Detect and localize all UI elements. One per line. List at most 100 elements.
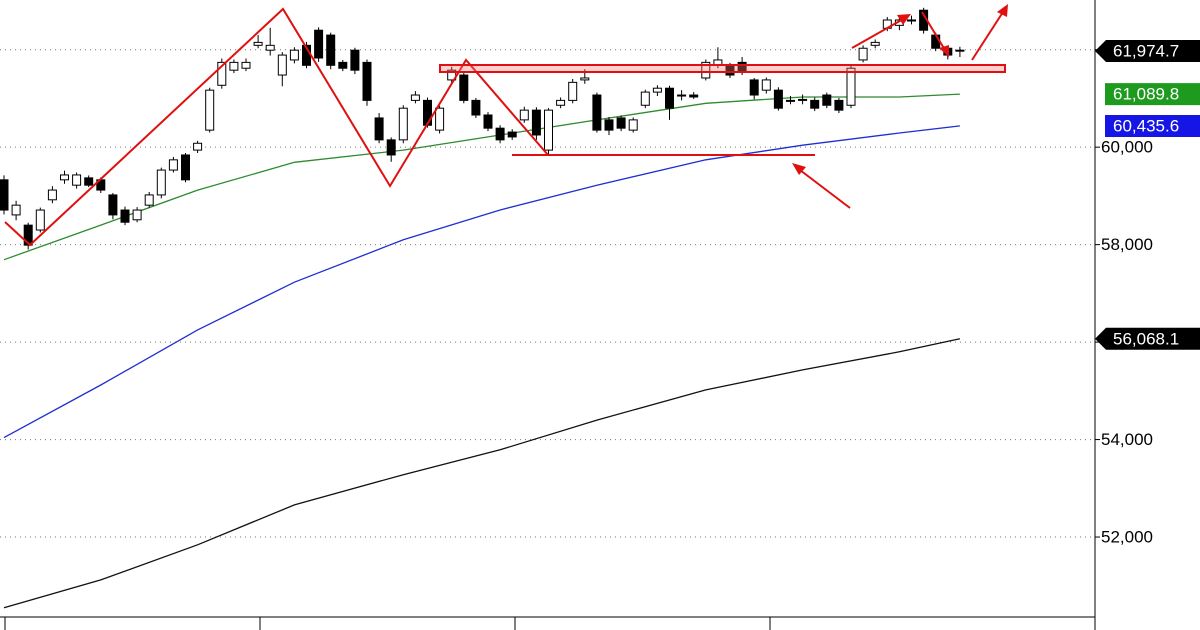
candle-body xyxy=(677,94,687,97)
candle-body xyxy=(314,29,324,59)
candle-body xyxy=(786,99,795,102)
candle-body xyxy=(326,34,336,66)
moving-average xyxy=(3,338,961,609)
annotations xyxy=(4,4,1008,247)
line-layer xyxy=(3,93,961,609)
candle-body xyxy=(870,41,880,46)
candle-body xyxy=(628,119,638,131)
candle-layer xyxy=(0,7,965,250)
candle-body xyxy=(241,61,251,69)
arrow-head xyxy=(939,45,949,57)
candle-body xyxy=(156,169,166,196)
candle-body xyxy=(108,194,118,216)
candle-body xyxy=(689,94,699,98)
candle-body xyxy=(205,89,215,131)
candle-body xyxy=(181,154,190,181)
arrow-head xyxy=(997,4,1008,17)
candle-body xyxy=(810,99,820,109)
candle-body xyxy=(362,61,372,101)
candle-body xyxy=(23,224,33,246)
candle-body xyxy=(132,209,142,221)
candle-body xyxy=(229,61,239,71)
candle-body xyxy=(398,107,408,141)
candle-body xyxy=(931,34,941,49)
candle-body xyxy=(773,89,783,109)
candle-body xyxy=(253,41,263,46)
candle-body xyxy=(761,79,771,91)
candle-body xyxy=(519,109,529,121)
candle-body xyxy=(144,194,154,206)
y-tick-label: 52,000 xyxy=(1101,528,1153,547)
candle-body xyxy=(846,67,856,106)
price-tag xyxy=(1105,83,1200,106)
price-tag xyxy=(1105,114,1200,137)
candle-body xyxy=(701,61,711,79)
price-tag-label: 61,974.7 xyxy=(1113,41,1179,60)
candle-body xyxy=(120,209,130,223)
candle-body xyxy=(495,127,505,141)
candle-body xyxy=(289,49,299,61)
candle-body xyxy=(193,142,203,151)
candle-body xyxy=(822,94,832,106)
candle-body xyxy=(544,109,553,151)
arrow xyxy=(851,17,906,49)
candle-body xyxy=(834,99,844,111)
candle-body xyxy=(568,81,578,101)
candle-body xyxy=(0,179,9,211)
candle-body xyxy=(47,189,57,201)
candle-body xyxy=(447,69,457,81)
candle-body xyxy=(640,91,650,106)
candle-body xyxy=(84,177,94,186)
candle-body xyxy=(11,204,21,216)
candle-body xyxy=(410,94,420,101)
zigzag xyxy=(4,7,549,247)
candle-body xyxy=(907,19,916,22)
candle-body xyxy=(423,99,432,126)
candle-body xyxy=(350,49,360,71)
moving-average xyxy=(3,93,960,261)
candle-body xyxy=(265,44,275,51)
candle-body xyxy=(531,109,541,136)
candle-body xyxy=(955,49,965,52)
candle-body xyxy=(168,159,178,171)
candle-body xyxy=(35,209,45,231)
candle-body xyxy=(338,61,348,69)
price-tag-label: 60,435.6 xyxy=(1113,116,1179,135)
candle-body xyxy=(749,79,759,96)
price-tag xyxy=(1095,327,1200,350)
candle-body xyxy=(858,47,868,61)
candle-body xyxy=(798,98,808,101)
candle-body xyxy=(604,119,614,131)
candle-body xyxy=(556,99,566,106)
arrow xyxy=(971,11,1004,61)
tag-layer: 61,974.7 61,089.8 60,435.6 56,068.1 xyxy=(1095,39,1200,350)
candle-body xyxy=(507,131,517,138)
arrow-head xyxy=(792,163,806,175)
arrow-head xyxy=(897,14,911,25)
candle-body xyxy=(616,117,626,129)
candle-body xyxy=(435,107,445,131)
candle-body xyxy=(580,77,590,81)
y-tick-label: 60,000 xyxy=(1101,138,1153,157)
candle-body xyxy=(60,174,69,181)
candle-body xyxy=(471,99,481,116)
candle-body xyxy=(665,87,674,109)
candle-body xyxy=(386,139,396,156)
resistance-zone xyxy=(439,64,1006,73)
price-tag-label: 61,089.8 xyxy=(1113,85,1179,104)
candle-body xyxy=(277,54,287,76)
candle-body xyxy=(217,61,227,86)
candle-body xyxy=(652,87,662,93)
axes xyxy=(0,0,1096,630)
arrow xyxy=(921,11,946,51)
y-tick-label: 54,000 xyxy=(1101,430,1153,449)
candle-body xyxy=(374,117,384,141)
candle-body xyxy=(72,174,82,186)
moving-average xyxy=(3,125,960,439)
candle-body xyxy=(592,94,602,131)
candle-body xyxy=(459,74,469,101)
price-tag xyxy=(1095,39,1200,62)
candle-body xyxy=(483,114,493,129)
